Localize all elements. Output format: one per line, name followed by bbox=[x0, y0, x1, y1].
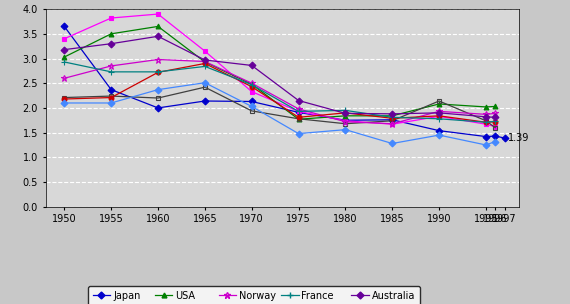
Legend: Japan, Canada, USA, Sweden, Norway, UK, France, Germany, Australia: Japan, Canada, USA, Sweden, Norway, UK, … bbox=[88, 286, 420, 304]
Text: 1.39: 1.39 bbox=[507, 133, 529, 143]
